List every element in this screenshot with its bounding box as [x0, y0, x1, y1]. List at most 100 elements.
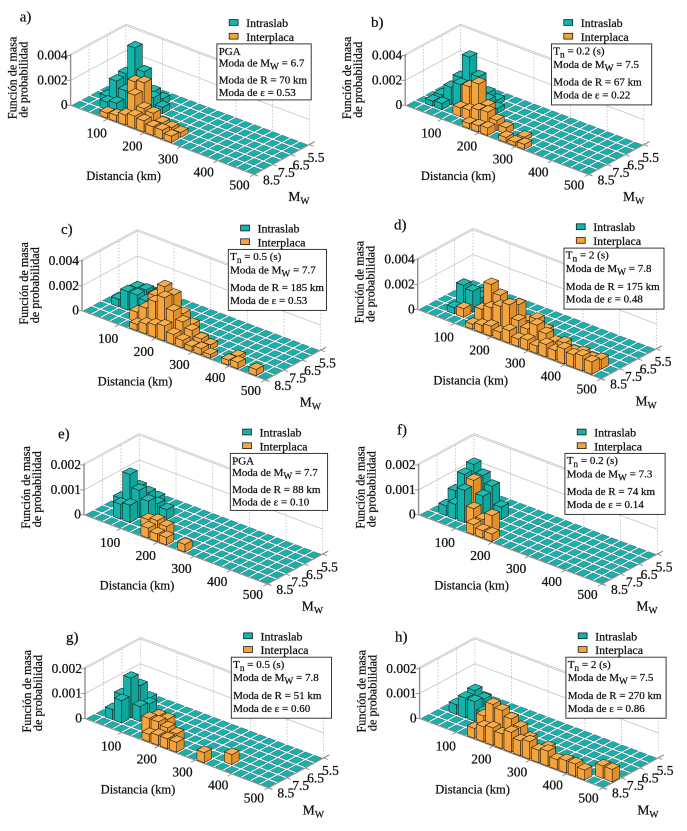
svg-text:300: 300 — [158, 151, 179, 166]
svg-text:6.5: 6.5 — [293, 157, 310, 172]
svg-text:500: 500 — [229, 177, 250, 192]
svg-text:d): d) — [394, 218, 407, 234]
svg-text:Moda de R = 70 km: Moda de R = 70 km — [219, 74, 308, 86]
svg-text:Distancia (km): Distancia (km) — [435, 783, 510, 797]
svg-text:100: 100 — [101, 739, 122, 754]
svg-text:200: 200 — [134, 344, 155, 359]
svg-text:de probabilidad: de probabilidad — [30, 451, 44, 527]
svg-text:500: 500 — [243, 587, 264, 602]
svg-text:Moda de ε = 0.14: Moda de ε = 0.14 — [567, 499, 645, 511]
svg-text:Interplaca: Interplaca — [260, 439, 309, 453]
svg-text:c): c) — [61, 222, 73, 238]
svg-text:Moda de ε = 0.86: Moda de ε = 0.86 — [568, 703, 646, 715]
svg-text:f): f) — [397, 423, 407, 439]
svg-text:6.5: 6.5 — [627, 157, 644, 172]
svg-text:de probabilidad: de probabilidad — [31, 655, 45, 731]
svg-text:Moda de ε = 0.53: Moda de ε = 0.53 — [230, 295, 308, 307]
svg-text:Moda de R = 74 km: Moda de R = 74 km — [567, 486, 656, 498]
svg-text:Moda de MW = 7.7: Moda de MW = 7.7 — [232, 467, 318, 482]
svg-text:Intraslab: Intraslab — [595, 629, 637, 643]
svg-text:0: 0 — [72, 303, 79, 318]
svg-text:Intraslab: Intraslab — [594, 426, 636, 440]
svg-text:Intraslab: Intraslab — [246, 16, 288, 30]
svg-text:0.002: 0.002 — [51, 457, 81, 472]
svg-text:0.002: 0.002 — [386, 661, 416, 676]
svg-text:300: 300 — [507, 765, 528, 780]
svg-text:500: 500 — [244, 791, 265, 806]
svg-text:Intraslab: Intraslab — [260, 426, 302, 440]
svg-text:8.5: 8.5 — [598, 172, 615, 187]
svg-text:0.004: 0.004 — [372, 48, 403, 63]
svg-text:Distancia (km): Distancia (km) — [434, 579, 509, 593]
svg-text:Moda de ε = 0.48: Moda de ε = 0.48 — [566, 294, 644, 306]
svg-text:5.5: 5.5 — [642, 150, 659, 165]
svg-text:100: 100 — [435, 535, 456, 550]
svg-text:5.5: 5.5 — [656, 559, 673, 574]
svg-text:Tn = 0.5 (s): Tn = 0.5 (s) — [230, 251, 282, 266]
svg-text:8.5: 8.5 — [263, 172, 280, 187]
svg-text:100: 100 — [98, 331, 119, 346]
svg-text:6.5: 6.5 — [306, 567, 323, 582]
svg-text:0.002: 0.002 — [52, 661, 82, 676]
svg-text:Intraslab: Intraslab — [593, 220, 635, 234]
svg-text:Intraslab: Intraslab — [258, 222, 300, 236]
svg-text:Función de masa: Función de masa — [19, 446, 33, 529]
svg-text:Interplaca: Interplaca — [258, 235, 307, 249]
svg-text:7.5: 7.5 — [292, 778, 309, 793]
svg-text:100: 100 — [436, 739, 457, 754]
svg-text:200: 200 — [469, 343, 490, 358]
svg-text:400: 400 — [542, 574, 563, 589]
svg-text:Moda de MW = 7.5: Moda de MW = 7.5 — [553, 59, 639, 74]
svg-text:6.5: 6.5 — [304, 363, 321, 378]
svg-text:200: 200 — [136, 548, 157, 563]
svg-text:400: 400 — [207, 574, 228, 589]
svg-text:Distancia (km): Distancia (km) — [433, 373, 508, 387]
svg-text:6.5: 6.5 — [641, 567, 658, 582]
svg-text:h): h) — [395, 630, 408, 646]
svg-text:0.004: 0.004 — [49, 253, 80, 268]
svg-text:0.001: 0.001 — [385, 482, 415, 497]
svg-text:Tn = 2 (s): Tn = 2 (s) — [566, 250, 609, 265]
svg-text:Moda de R = 185 km: Moda de R = 185 km — [230, 282, 324, 294]
svg-text:Tn = 0.2 (s): Tn = 0.2 (s) — [567, 455, 619, 470]
svg-text:Moda de MW = 7.3: Moda de MW = 7.3 — [567, 468, 653, 483]
svg-text:0.002: 0.002 — [384, 277, 414, 292]
svg-text:5.5: 5.5 — [321, 559, 338, 574]
svg-text:0.001: 0.001 — [51, 482, 81, 497]
svg-text:Distancia (km): Distancia (km) — [421, 169, 496, 183]
svg-text:PGA: PGA — [232, 455, 254, 467]
svg-text:200: 200 — [137, 752, 158, 767]
svg-text:400: 400 — [541, 369, 562, 384]
svg-text:Moda de MW = 7.8: Moda de MW = 7.8 — [233, 672, 319, 687]
svg-text:500: 500 — [241, 383, 262, 398]
svg-text:Moda de MW = 7.8: Moda de MW = 7.8 — [566, 263, 652, 278]
svg-text:a): a) — [20, 10, 32, 26]
svg-text:Moda de ε = 0.53: Moda de ε = 0.53 — [219, 87, 297, 99]
svg-text:0: 0 — [408, 301, 415, 316]
svg-text:Interplaca: Interplaca — [246, 30, 295, 44]
svg-text:0: 0 — [75, 711, 82, 726]
svg-text:0.001: 0.001 — [386, 686, 416, 701]
svg-text:Distancia (km): Distancia (km) — [100, 579, 175, 593]
svg-text:de probabilidad: de probabilidad — [364, 246, 378, 322]
svg-text:de probabilidad: de probabilidad — [28, 247, 42, 323]
svg-text:Función de masa: Función de masa — [355, 649, 369, 732]
svg-text:500: 500 — [578, 791, 599, 806]
svg-text:Moda de R = 88 km: Moda de R = 88 km — [232, 484, 321, 496]
svg-text:0.002: 0.002 — [385, 457, 415, 472]
svg-text:300: 300 — [493, 151, 514, 166]
svg-text:300: 300 — [505, 356, 526, 371]
svg-text:200: 200 — [457, 138, 478, 153]
svg-text:8.5: 8.5 — [612, 786, 629, 801]
svg-text:500: 500 — [564, 177, 585, 192]
svg-text:300: 300 — [171, 561, 192, 576]
svg-text:500: 500 — [576, 382, 597, 397]
svg-text:7.5: 7.5 — [278, 165, 295, 180]
svg-text:Distancia (km): Distancia (km) — [101, 783, 176, 797]
svg-text:e): e) — [58, 427, 70, 443]
svg-text:de probabilidad: de probabilidad — [365, 451, 379, 527]
svg-text:500: 500 — [577, 587, 598, 602]
svg-text:Moda de MW = 6.7: Moda de MW = 6.7 — [219, 57, 305, 72]
svg-text:7.5: 7.5 — [627, 778, 644, 793]
svg-text:Distancia (km): Distancia (km) — [98, 375, 173, 389]
